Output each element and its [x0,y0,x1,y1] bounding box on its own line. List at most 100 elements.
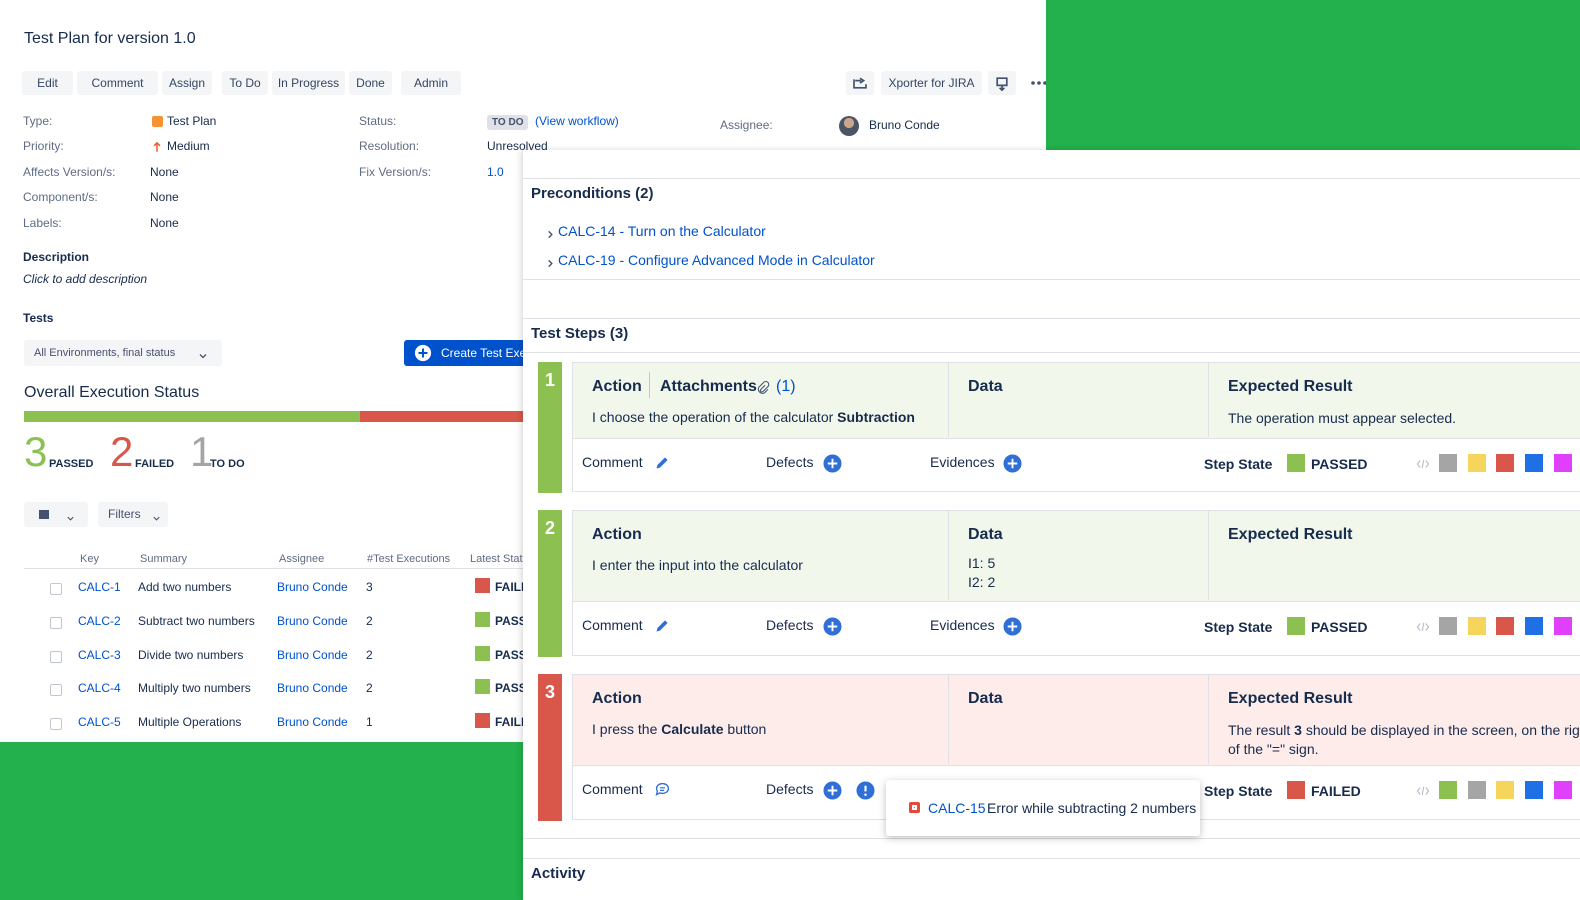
test-assignee[interactable]: Bruno Conde [277,647,348,662]
chevron-svg [199,354,207,359]
test-key[interactable]: CALC-3 [78,647,121,662]
add-icon [823,617,842,636]
state-option[interactable] [1496,454,1515,472]
row-checkbox[interactable] [50,583,62,595]
edit-icon[interactable] [654,454,671,471]
test-key[interactable]: CALC-5 [78,715,121,730]
column-heading: Data [968,378,1003,395]
text: I press the [592,721,662,737]
view-selector[interactable] [24,502,88,527]
test-assignee[interactable]: Bruno Conde [277,715,348,730]
column-header: #Test Executions [367,553,451,565]
column-header: Key [80,553,99,565]
section-heading: Description [23,250,90,264]
view-workflow-link[interactable]: (View workflow) [535,114,619,128]
divider [523,279,1580,280]
test-executions: 2 [366,647,373,662]
state-option[interactable] [1496,781,1515,799]
step-number-bar [538,510,562,657]
avatar [839,116,859,136]
share-button[interactable] [846,71,874,95]
row-checkbox[interactable] [50,616,62,629]
comment-label: Comment [582,781,643,797]
state-option[interactable] [1553,454,1572,472]
add-icon [1003,617,1022,636]
test-assignee[interactable]: Bruno Conde [277,580,348,594]
add-icon-svg [1003,454,1022,473]
state-option[interactable] [1496,617,1515,635]
add-icon-svg [823,454,842,473]
chevron [152,510,161,521]
row-checkbox[interactable] [50,718,62,731]
comment-icon[interactable] [654,781,671,798]
description-placeholder[interactable]: Click to add description [23,272,148,286]
precondition-link[interactable]: CALC-19 - Configure Advanced Mode in Cal… [558,251,875,268]
test-summary: Subtract two numbers [138,613,255,628]
edit-icon[interactable] [654,617,671,634]
section-heading: Tests [23,311,54,325]
test-executions: 2 [366,681,373,696]
toolbar-button[interactable]: To Do [222,71,268,95]
paperclip-icon [756,381,770,395]
column-rule [948,510,949,600]
state-option[interactable] [1553,617,1572,635]
toolbar-button[interactable]: Comment [77,71,158,95]
state-option[interactable] [1439,617,1457,635]
step-state-swatch [1287,617,1305,635]
state-option[interactable] [1439,454,1457,472]
state-option[interactable] [1439,781,1457,799]
state-option[interactable] [1467,617,1486,635]
export-button[interactable] [988,71,1016,95]
comment-label: Comment [582,454,643,470]
toolbar-button[interactable]: Admin [401,71,461,95]
priority-icon [151,140,163,152]
test-assignee[interactable]: Bruno Conde [277,681,348,696]
state-option[interactable] [1525,781,1544,799]
environment-filter[interactable]: All Environments, final status [24,340,222,366]
column-header: Assignee [279,553,325,565]
state-option[interactable] [1553,781,1572,799]
field-value: Medium [167,139,210,153]
chevron-svg [67,516,74,521]
xporter-button[interactable]: Xporter for JIRA [881,71,982,95]
row-checkbox[interactable] [50,684,62,697]
test-assignee[interactable]: Bruno Conde [277,613,348,628]
toolbar-button[interactable]: In Progress [272,71,345,95]
column-heading: Expected Result [1228,526,1353,543]
state-option[interactable] [1525,617,1544,635]
test-key[interactable]: CALC-2 [78,613,121,628]
toolbar-button[interactable]: Done [349,71,392,95]
toolbar-button[interactable]: Assign [162,71,212,95]
field-value: Unresolved [487,139,548,153]
defects-label: Defects [766,781,814,797]
test-key[interactable]: CALC-1 [78,580,121,594]
test-summary: Multiply two numbers [138,681,251,696]
field-value: None [150,165,179,179]
row-checkbox[interactable] [50,650,62,663]
test-summary: Add two numbers [138,580,232,594]
step-header [573,675,1580,766]
state-option[interactable] [1467,454,1486,472]
defect-icon [856,781,875,800]
state-option[interactable] [1525,454,1544,472]
filters-button[interactable]: Filters [98,502,168,527]
field-label: Priority: [23,139,64,153]
more-button[interactable] [1028,73,1046,93]
attachments-count[interactable]: (1) [776,378,796,395]
step-state-label: Step State [1204,619,1273,635]
defect-key[interactable]: CALC-15 [928,800,986,816]
page-title: Test Plan for version 1.0 [24,30,196,47]
chevron-svg [153,516,160,521]
defect-popup [886,780,1200,836]
step-number: 2 [544,518,555,538]
plus-icon-svg [414,344,432,362]
precondition-link[interactable]: CALC-14 - Turn on the Calculator [558,223,766,239]
toolbar-button[interactable]: Edit [22,71,73,95]
edit-icon-svg [656,620,668,632]
text: button [723,721,767,737]
text: should be displayed in the screen, on th… [1228,722,1580,757]
state-option[interactable] [1467,781,1486,799]
test-key[interactable]: CALC-4 [78,681,121,696]
status-count: 2 [110,428,134,475]
field-label: Resolution: [359,139,420,153]
